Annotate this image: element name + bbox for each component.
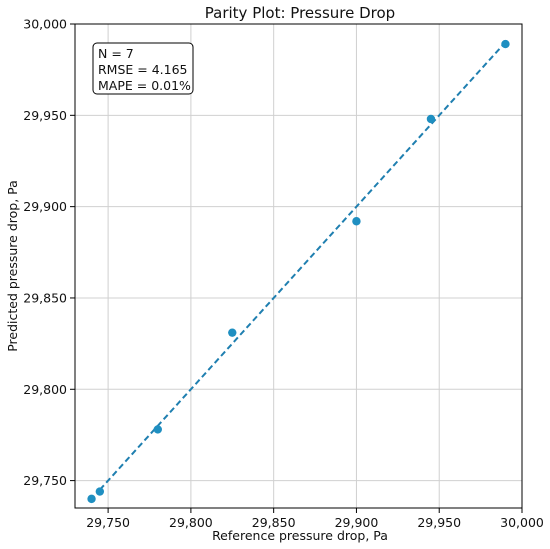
y-tick-label: 29,800 <box>23 382 67 397</box>
y-axis-label: Predicted pressure drop, Pa <box>5 180 20 352</box>
y-tick-label: 29,950 <box>23 108 67 123</box>
data-point <box>153 425 162 434</box>
x-tick-label: 29,850 <box>252 515 296 530</box>
plot-frame <box>74 23 523 509</box>
grid <box>75 23 523 508</box>
data-point <box>95 487 105 496</box>
data-point <box>228 328 237 337</box>
scatter-points <box>87 39 510 504</box>
y-tick-label: 29,750 <box>23 473 67 488</box>
data-point <box>352 217 361 226</box>
parity-line-layer <box>99 41 507 491</box>
stats-box-border <box>92 42 194 95</box>
x-tick-label: 30,000 <box>500 515 544 530</box>
x-tick-label: 29,800 <box>169 515 213 530</box>
y-tick-label: 29,900 <box>23 199 67 214</box>
stats-rmse: RMSE = 4.165 <box>98 62 188 77</box>
stats-n: N = 7 <box>98 46 134 61</box>
x-tick-label: 29,950 <box>417 515 461 530</box>
data-point <box>426 114 436 124</box>
chart-title: Parity Plot: Pressure Drop <box>205 4 395 22</box>
data-point <box>87 494 96 504</box>
x-axis-label: Reference pressure drop, Pa <box>212 528 388 543</box>
y-tick-label: 30,000 <box>23 17 67 32</box>
x-tick-label: 29,750 <box>86 515 130 530</box>
stats-box: N = 7 RMSE = 4.165 MAPE = 0.01% <box>92 42 194 95</box>
data-point <box>501 39 510 49</box>
x-axis-ticks: 29,750 29,800 29,850 29,900 29,950 30,000 <box>86 508 544 530</box>
stats-mape: MAPE = 0.01% <box>98 78 191 93</box>
y-axis-ticks: 29,750 29,800 29,850 29,900 29,950 30,000 <box>23 17 75 488</box>
x-tick-label: 29,900 <box>335 515 379 530</box>
y-tick-label: 29,850 <box>23 290 67 305</box>
parity-line <box>99 41 507 491</box>
